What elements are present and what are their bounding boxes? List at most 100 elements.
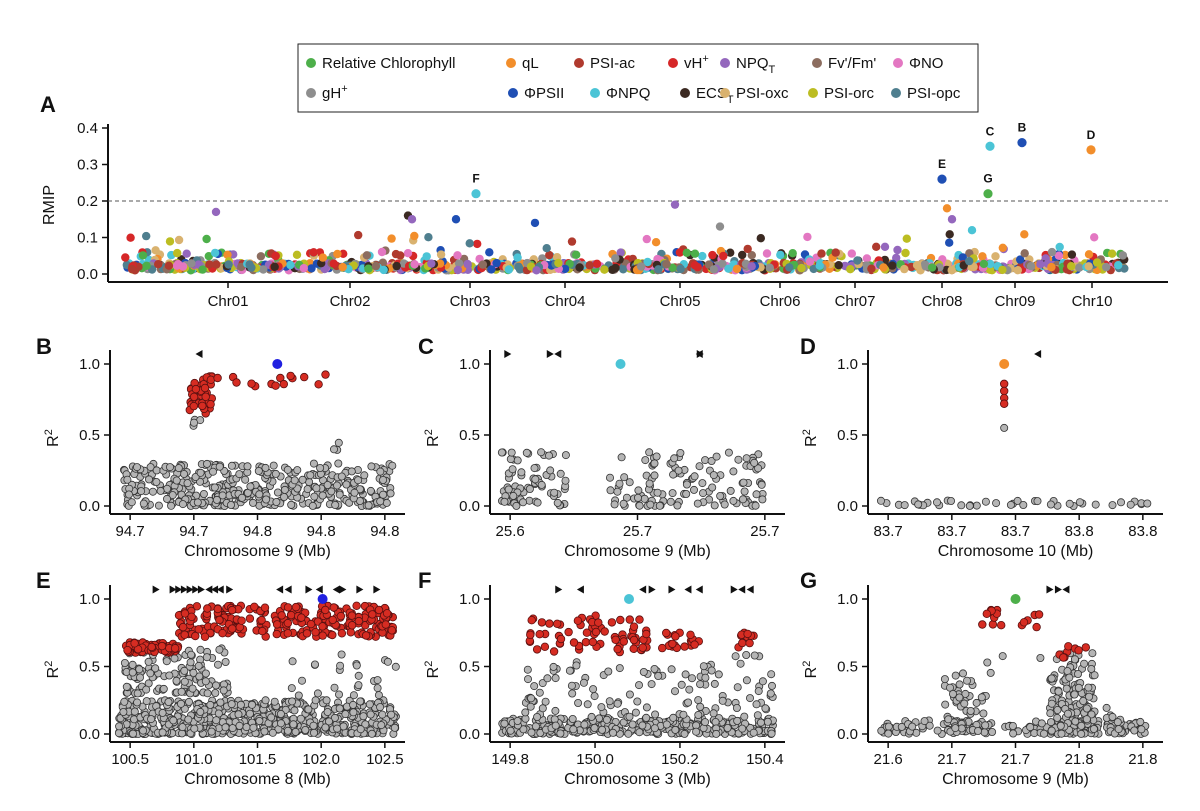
rmip-point [121,253,130,262]
rmip-point [902,234,911,243]
y-tick-label: 0.5 [459,659,480,676]
legend-label: PSI-ac [590,55,636,72]
ld-point [146,669,155,678]
ld-point [148,487,157,496]
ld-point [189,418,198,427]
rmip-point [127,264,137,274]
rmip-point [485,248,494,257]
ld-point [260,727,269,736]
ld-point [1071,717,1080,726]
gene-arrow-right-icon [373,585,381,594]
ld-point [653,488,662,497]
ld-point [506,726,515,735]
rmip-point [732,264,742,274]
y-tick-label: 0.0 [837,726,858,743]
ld-point [218,491,227,500]
ld-high-point [374,605,384,615]
ld-high-point [978,620,987,629]
rmip-point [453,265,463,275]
ld-high-point [215,615,224,625]
gene-arrow-left-icon [211,585,219,594]
ld-point [356,725,365,734]
ld-point [677,680,686,689]
ld-point [965,501,974,510]
rmip-point [616,248,625,257]
ld-point [752,490,761,499]
ld-point [680,729,689,738]
ld-point [981,497,990,506]
rmip-point [785,263,794,272]
ld-point [1114,725,1123,734]
ld-point [179,469,188,478]
ld-point [966,707,975,716]
ld-point [193,498,202,507]
ld-point [169,716,178,725]
peak-label: C [986,124,995,138]
ld-point [329,445,338,454]
ld-point [1056,721,1065,730]
gene-arrow-left-icon [332,585,340,594]
rmip-point [256,252,266,261]
ld-point [650,724,659,733]
ld-point [1008,722,1017,731]
ld-point [313,689,322,698]
ld-point [1087,665,1096,674]
ld-point [961,689,970,698]
ld-high-point [629,635,639,645]
ld-point [551,706,560,715]
ld-point [334,690,343,699]
ld-point [172,476,181,485]
ld-point [383,657,392,666]
x-tick-label: 100.5 [111,751,149,768]
y-tick-label: 0.1 [77,230,98,247]
ld-point [341,710,350,719]
red-points [978,605,1090,662]
rmip-point [270,262,279,271]
ld-point [537,480,546,489]
rmip-point [387,234,396,243]
ld-point [738,724,747,733]
rmip-point [676,264,685,274]
x-tick-label: 150.0 [576,751,614,768]
ld-point [519,725,528,734]
ld-point [221,723,230,732]
ld-point [597,703,606,712]
ld-point [322,696,331,705]
rmip-point [1020,249,1029,258]
ld-point [144,475,153,484]
ld-point [294,691,303,700]
ld-point [180,677,189,686]
y-tick-label: 0.5 [837,427,858,444]
panel-f: F 0.0 0.5 1.0 R2 149.8 150.0 150.2 150.4 Chromoso… [418,568,785,788]
ld-point [1082,704,1091,713]
ld-point [723,724,732,733]
y-tick-label: 1.0 [79,356,100,373]
gene-arrow-left-icon [216,585,224,594]
ld-high-point [549,647,559,656]
ld-point [512,501,521,510]
ld-high-point [361,631,371,640]
ld-high-point [382,609,392,618]
ld-high-point [535,630,544,639]
rmip-point [1055,242,1064,252]
ld-point [667,665,676,674]
ld-point [337,650,346,659]
ld-point [227,700,236,709]
legend-label: PSI-oxc [736,85,789,102]
ld-point [920,717,929,726]
ld-point [293,466,302,475]
ld-point [580,720,589,729]
ld-point [947,496,956,505]
ld-point [606,486,615,495]
rmip-point [204,252,213,261]
rmip-point [1090,233,1099,242]
ld-point [261,463,270,472]
ld-point [615,479,624,488]
ld-point [949,690,958,699]
ld-point [1075,498,1084,507]
ld-point [271,469,280,478]
ld-point [290,706,299,715]
rmip-point [747,251,756,260]
ld-point [550,488,559,497]
